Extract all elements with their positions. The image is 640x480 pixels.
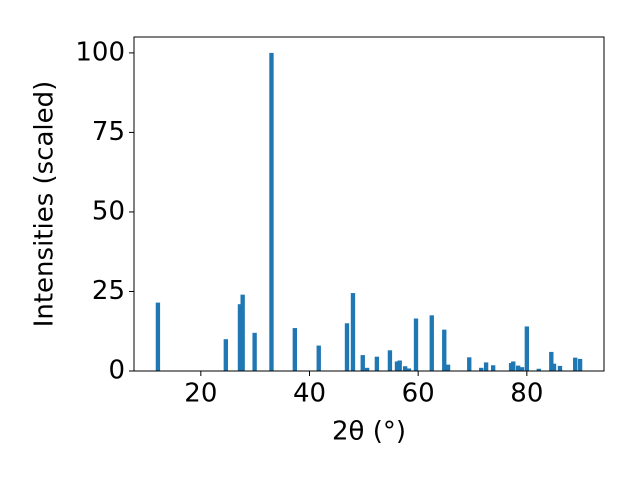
bar — [557, 365, 563, 371]
bar — [551, 363, 557, 371]
x-tick-label: 60 — [402, 379, 435, 409]
bar — [479, 367, 484, 371]
bar — [387, 350, 393, 371]
bar — [316, 345, 321, 371]
bar — [292, 328, 298, 371]
bar — [490, 365, 496, 371]
bar — [237, 304, 243, 371]
y-tick-label: 0 — [108, 356, 125, 386]
plot-frame — [133, 36, 605, 372]
bar — [577, 358, 583, 371]
bar — [413, 318, 419, 371]
bar — [374, 356, 380, 371]
bar — [406, 368, 412, 371]
bar — [519, 367, 525, 371]
bar — [350, 293, 356, 371]
bar — [394, 361, 400, 371]
bar — [252, 332, 257, 371]
bar — [515, 365, 521, 371]
bar — [397, 360, 402, 371]
x-tick-label: 40 — [293, 379, 326, 409]
x-axis-label: 2θ (°) — [332, 417, 406, 447]
bar — [269, 52, 274, 372]
bar — [549, 351, 554, 371]
bar — [511, 361, 516, 371]
x-tick-label: 80 — [510, 379, 543, 409]
bar — [155, 302, 161, 371]
bar — [536, 368, 541, 371]
y-tick-label: 75 — [92, 117, 125, 147]
bar — [442, 329, 447, 371]
bar — [524, 326, 530, 371]
y-tick-label: 25 — [92, 276, 125, 306]
bar — [344, 323, 350, 371]
bar — [429, 315, 434, 371]
x-tick-label: 20 — [184, 379, 217, 409]
y-tick-label: 100 — [75, 37, 125, 67]
bar — [445, 364, 451, 371]
bar — [483, 362, 489, 371]
bar — [223, 339, 228, 371]
bar — [467, 357, 472, 371]
y-tick-label: 50 — [92, 196, 125, 226]
bar — [360, 355, 365, 371]
bar — [364, 367, 370, 371]
y-axis-label: Intensities (scaled) — [30, 81, 60, 328]
bar — [402, 366, 408, 371]
bar — [573, 357, 578, 371]
bar — [240, 294, 245, 371]
